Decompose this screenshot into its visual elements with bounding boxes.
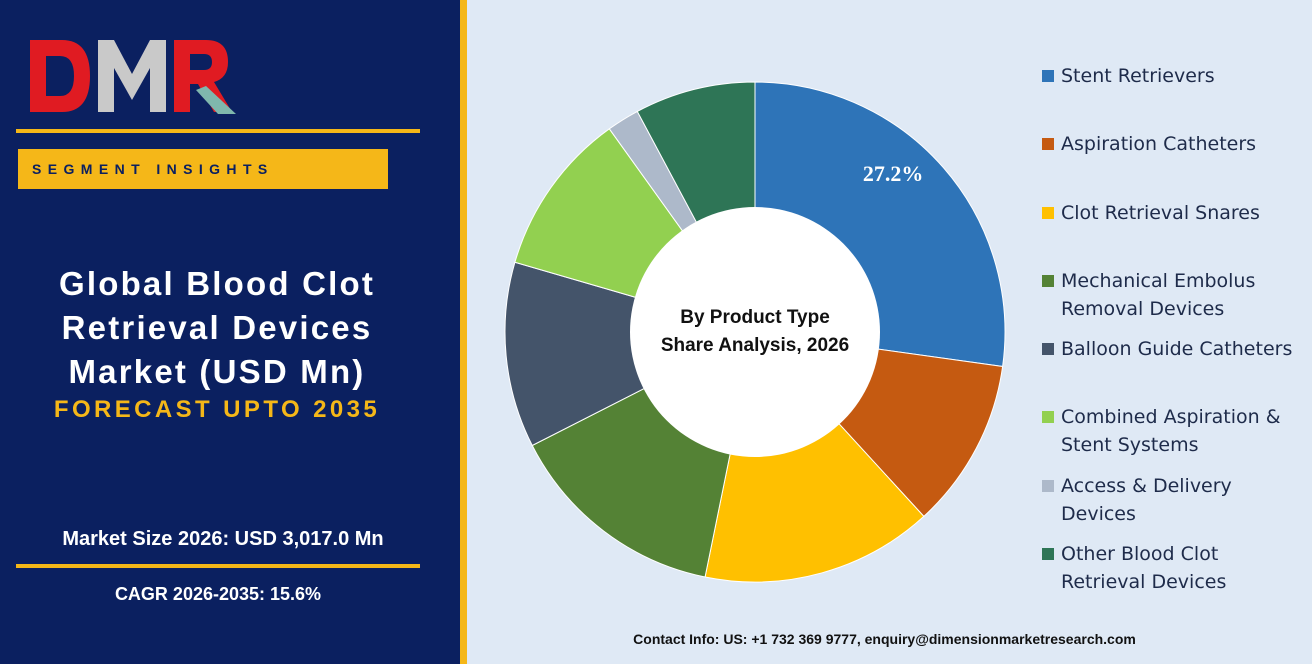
legend-label-4: Mechanical Embolus Removal Devices (1061, 267, 1301, 323)
title-line-1: Global Blood Clot (58, 265, 376, 302)
legend-item-1: Stent Retrievers (1042, 62, 1301, 90)
donut-hole (630, 207, 880, 457)
legend-label-2-line-1: Aspiration Catheters (1061, 133, 1257, 155)
legend-label-4-line-2: Removal Devices (1061, 298, 1225, 320)
legend-item-2: Aspiration Catheters (1042, 130, 1301, 158)
segment-insights-label: SEGMENT INSIGHTS (32, 161, 274, 177)
legend-label-5: Balloon Guide Catheters (1061, 335, 1301, 363)
legend-label-7-line-1: Access & Delivery (1061, 475, 1232, 497)
legend-label-7-line-2: Devices (1061, 503, 1136, 525)
legend-item-5: Balloon Guide Catheters (1042, 335, 1301, 363)
donut-slice-5 (504, 261, 757, 447)
legend-swatch-8 (1042, 548, 1054, 560)
legend-swatch-7 (1042, 480, 1054, 492)
left-panel: SEGMENT INSIGHTS Global Blood Clot Retri… (0, 0, 460, 664)
legend-item-7: Access & Delivery Devices (1042, 472, 1301, 528)
cagr-text: CAGR 2026-2035: 15.6% (114, 584, 322, 604)
dmr-logo (30, 40, 236, 114)
legend-label-5-line-1: Balloon Guide Catheters (1061, 338, 1293, 360)
title-line-2: Retrieval Devices (61, 309, 373, 346)
legend-label-1: Stent Retrievers (1061, 62, 1301, 90)
legend-item-8: Other Blood Clot Retrieval Devices (1042, 540, 1301, 596)
legend-label-4-line-1: Mechanical Embolus (1061, 270, 1256, 292)
legend-label-2: Aspiration Catheters (1061, 130, 1301, 158)
market-size-text: Market Size 2026: USD 3,017.0 Mn (62, 528, 384, 550)
legend-label-6-line-1: Combined Aspiration & (1061, 406, 1281, 428)
legend-item-4: Mechanical Embolus Removal Devices (1042, 267, 1301, 323)
title-line-3: Market (USD Mn) (68, 353, 366, 390)
logo-letter-r (174, 40, 232, 112)
legend-label-8-line-2: Retrieval Devices (1061, 571, 1227, 593)
legend-label-7: Access & Delivery Devices (1061, 472, 1301, 528)
logo-letter-d (30, 40, 90, 112)
divider-bottom (16, 564, 420, 568)
legend-swatch-4 (1042, 275, 1054, 287)
legend-label-3-line-1: Clot Retrieval Snares (1061, 202, 1260, 224)
vertical-gold-divider (460, 0, 467, 664)
donut-chart: By Product Type Share Analysis, 2026 27.… (504, 81, 1006, 583)
segment-insights-badge: SEGMENT INSIGHTS (18, 149, 388, 189)
legend-swatch-1 (1042, 70, 1054, 82)
logo-arrow (196, 86, 236, 114)
data-label-1: 27.2% (863, 161, 924, 186)
center-label-line-1: By Product Type (680, 307, 830, 328)
legend-item-3: Clot Retrieval Snares (1042, 199, 1301, 227)
legend-label-8: Other Blood Clot Retrieval Devices (1061, 540, 1301, 596)
legend-label-8-line-1: Other Blood Clot (1061, 543, 1219, 565)
legend-swatch-2 (1042, 138, 1054, 150)
legend-label-3: Clot Retrieval Snares (1061, 199, 1301, 227)
legend-label-6: Combined Aspiration & Stent Systems (1061, 403, 1301, 459)
page-title: Global Blood Clot Retrieval Devices Mark… (0, 262, 434, 394)
data-labels: 27.2% (863, 161, 924, 186)
logo-letter-m (98, 40, 166, 112)
legend-label-1-line-1: Stent Retrievers (1061, 65, 1215, 87)
divider-top (16, 129, 420, 133)
forecast-subtitle: FORECAST UPTO 2035 (53, 396, 381, 423)
legend-swatch-3 (1042, 207, 1054, 219)
legend-item-6: Combined Aspiration & Stent Systems (1042, 403, 1301, 459)
center-label-line-2: Share Analysis, 2026 (661, 335, 849, 356)
contact-info: Contact Info: US: +1 732 369 9777, enqui… (633, 631, 1136, 647)
legend-label-6-line-2: Stent Systems (1061, 434, 1199, 456)
legend-swatch-5 (1042, 343, 1054, 355)
legend-swatch-6 (1042, 411, 1054, 423)
